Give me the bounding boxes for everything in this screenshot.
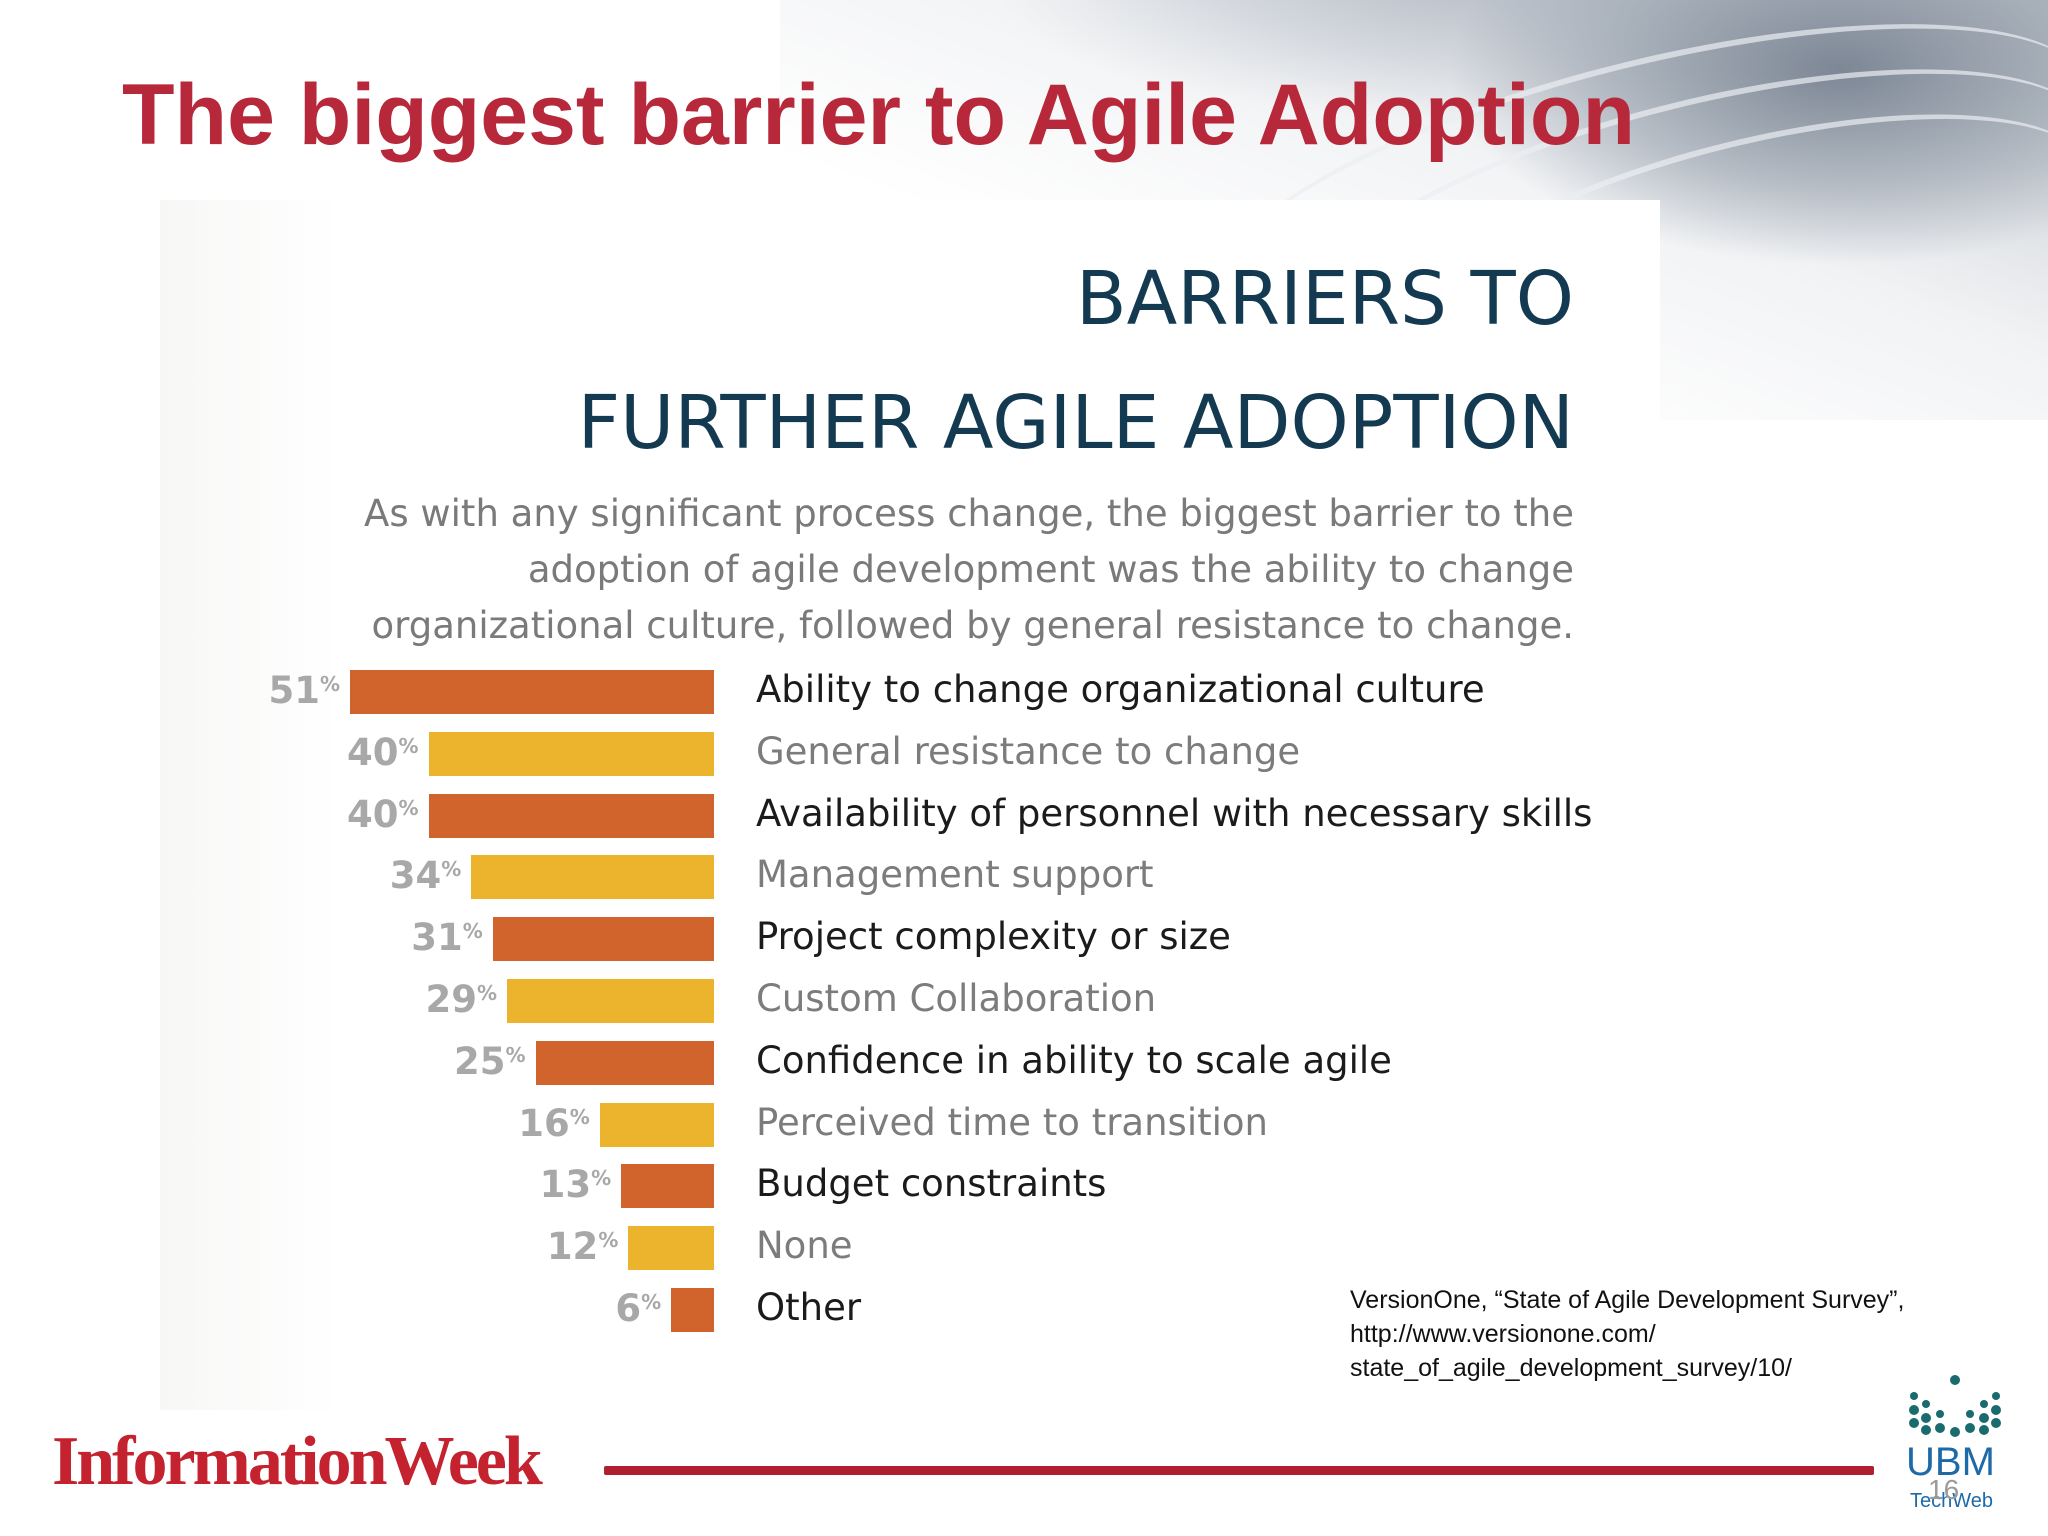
- chart-title-line1: BARRIERS TO: [1075, 256, 1574, 342]
- informationweek-logo: InformationWeek: [52, 1423, 543, 1500]
- value-unit: %: [398, 795, 419, 820]
- value-label-10: 12%: [547, 1225, 619, 1268]
- value-unit: %: [591, 1166, 612, 1191]
- value-label-6: 29%: [425, 978, 497, 1021]
- category-label-4: Management support: [756, 853, 1154, 897]
- slide-title: The biggest barrier to Agile Adoption: [122, 67, 1635, 163]
- source-line-3: state_of_agile_development_survey/10/: [1350, 1354, 1792, 1382]
- category-label-7: Confidence in ability to scale agile: [756, 1038, 1392, 1082]
- value-number: 51: [268, 669, 320, 712]
- value-label-4: 34%: [390, 854, 462, 897]
- bar-4: [471, 855, 714, 900]
- value-label-11: 6%: [615, 1287, 661, 1330]
- chart-panel-header-bg: [1040, 244, 1660, 364]
- value-label-1: 51%: [268, 669, 340, 712]
- bar-5: [492, 917, 714, 962]
- techweb-text: TechWeb: [1910, 1490, 1994, 1512]
- category-label-2: General resistance to change: [756, 729, 1301, 773]
- value-unit: %: [319, 672, 340, 696]
- value-number: 40: [346, 792, 399, 836]
- category-label-9: Budget constraints: [756, 1162, 1107, 1206]
- category-label-8: Perceived time to transition: [756, 1100, 1268, 1144]
- value-unit: %: [641, 1290, 662, 1314]
- value-number: 31: [411, 916, 463, 960]
- bar-10: [628, 1226, 714, 1271]
- bar-8: [599, 1102, 714, 1147]
- bar-1: [350, 670, 714, 714]
- value-number: 13: [539, 1163, 592, 1207]
- ubm-logo-text: UBM: [1906, 1440, 1995, 1484]
- value-number: 6: [615, 1287, 642, 1330]
- category-label-10: None: [756, 1224, 853, 1268]
- value-label-5: 31%: [411, 916, 483, 959]
- value-label-7: 25%: [454, 1040, 526, 1083]
- source-citation: VersionOne, “State of Agile Development …: [1350, 1283, 2010, 1385]
- value-unit: %: [441, 857, 462, 882]
- category-label-6: Custom Collaboration: [756, 977, 1157, 1020]
- bar-6: [507, 979, 714, 1023]
- value-unit: %: [569, 1104, 590, 1129]
- value-unit: %: [462, 919, 483, 944]
- ubm-logo-icon: [1909, 1375, 2001, 1437]
- value-number: 12: [546, 1225, 599, 1269]
- value-number: 25: [454, 1039, 506, 1083]
- value-label-9: 13%: [540, 1163, 612, 1206]
- value-unit: %: [398, 733, 419, 758]
- value-label-2: 40%: [347, 731, 419, 774]
- bar-2: [428, 731, 714, 776]
- value-unit: %: [505, 1042, 526, 1067]
- category-label-3: Availability of personnel with necessary…: [756, 791, 1593, 835]
- bar-3: [428, 793, 714, 838]
- value-unit: %: [476, 981, 498, 1005]
- bar-7: [535, 1040, 714, 1085]
- source-line-1: VersionOne, “State of Agile Development …: [1350, 1286, 1905, 1314]
- chart-subtitle: As with any significant process change, …: [364, 492, 1574, 647]
- value-label-3: 40%: [347, 793, 419, 836]
- chart-panel: [160, 200, 1660, 1410]
- value-label-8: 16%: [518, 1102, 590, 1145]
- bar-11: [671, 1288, 714, 1332]
- value-number: 40: [346, 730, 399, 774]
- category-label-11: Other: [756, 1286, 862, 1329]
- value-number: 29: [425, 978, 477, 1021]
- value-number: 16: [518, 1101, 570, 1145]
- source-line-2: http://www.versionone.com/: [1350, 1320, 1656, 1348]
- value-unit: %: [598, 1228, 619, 1253]
- page-number: 16: [1928, 1474, 1960, 1505]
- category-label-1: Ability to change organizational culture: [756, 668, 1485, 711]
- category-label-5: Project complexity or size: [756, 915, 1231, 959]
- chart-title-line2: FURTHER AGILE ADOPTION: [577, 380, 1574, 466]
- bar-9: [621, 1164, 714, 1209]
- value-number: 34: [389, 854, 442, 898]
- footer-divider: [604, 1466, 1874, 1475]
